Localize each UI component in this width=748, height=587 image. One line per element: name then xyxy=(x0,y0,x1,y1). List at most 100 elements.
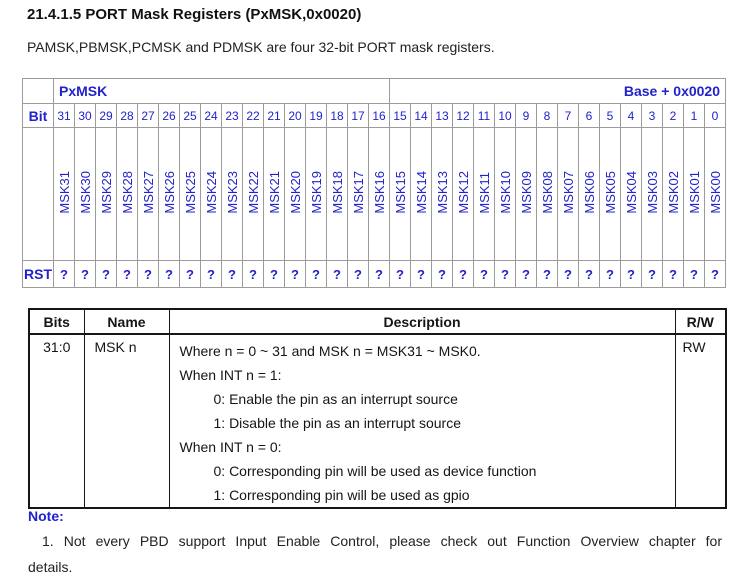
bit-number: 10 xyxy=(494,103,516,128)
bit-number: 17 xyxy=(347,103,369,128)
bit-number: 18 xyxy=(326,103,348,128)
register-base-address: Base + 0x0020 xyxy=(389,78,726,104)
reset-value: ? xyxy=(74,260,96,288)
field-name: MSK11 xyxy=(476,171,492,214)
reset-value: ? xyxy=(263,260,285,288)
field-name-cell: MSK25 xyxy=(179,127,201,261)
field-name-cell: MSK00 xyxy=(704,127,726,261)
bit-number: 26 xyxy=(158,103,180,128)
field-name-cell: MSK21 xyxy=(263,127,285,261)
bit-number: 8 xyxy=(536,103,558,128)
field-name: MSK04 xyxy=(623,171,639,214)
field-name: MSK28 xyxy=(119,171,135,214)
field-name: MSK20 xyxy=(287,171,303,214)
field-name: MSK17 xyxy=(350,171,366,214)
reset-value: ? xyxy=(620,260,642,288)
reset-value: ? xyxy=(515,260,537,288)
reset-value: ? xyxy=(389,260,411,288)
bit-number: 2 xyxy=(662,103,684,128)
bit-number: 16 xyxy=(368,103,390,128)
reset-value: ? xyxy=(368,260,390,288)
field-name-value: MSK n xyxy=(83,333,170,509)
bit-number: 15 xyxy=(389,103,411,128)
bit-number: 19 xyxy=(305,103,327,128)
table-row: 31:0 MSK n Where n = 0 ~ 31 and MSK n = … xyxy=(28,333,727,509)
bit-number: 0 xyxy=(704,103,726,128)
reset-value: ? xyxy=(305,260,327,288)
field-name: MSK06 xyxy=(581,171,597,214)
intro-text: PAMSK,PBMSK,PCMSK and PDMSK are four 32-… xyxy=(27,39,495,55)
bit-number: 12 xyxy=(452,103,474,128)
bit-number-row: Bit 31 30 29 28 27 26 25 24 23 22 21 20 19 18 17 16 15 14… xyxy=(22,103,726,128)
reset-value: ? xyxy=(473,260,495,288)
field-name: MSK23 xyxy=(224,171,240,214)
field-name: MSK12 xyxy=(455,171,471,214)
col-header-rw: R/W xyxy=(674,308,727,335)
bit-number: 21 xyxy=(263,103,285,128)
field-name-cell: MSK01 xyxy=(683,127,705,261)
bit-number: 29 xyxy=(95,103,117,128)
field-name-cell: MSK31 xyxy=(53,127,75,261)
field-name-cell: MSK10 xyxy=(494,127,516,261)
field-name-cell: MSK12 xyxy=(452,127,474,261)
bit-number: 23 xyxy=(221,103,243,128)
bit-number: 4 xyxy=(620,103,642,128)
field-name: MSK22 xyxy=(245,171,261,214)
field-name-cell: MSK13 xyxy=(431,127,453,261)
col-header-name: Name xyxy=(83,308,170,335)
reset-value: ? xyxy=(452,260,474,288)
field-name-cell: MSK03 xyxy=(641,127,663,261)
description-line: 1: Disable the pin as an interrupt sourc… xyxy=(213,415,461,431)
field-name-cell: MSK02 xyxy=(662,127,684,261)
note-label: Note: xyxy=(28,508,64,524)
reset-value: ? xyxy=(53,260,75,288)
bit-number: 25 xyxy=(179,103,201,128)
reset-value: ? xyxy=(179,260,201,288)
reset-value: ? xyxy=(599,260,621,288)
reset-value: ? xyxy=(536,260,558,288)
reset-value: ? xyxy=(431,260,453,288)
description-line: 0: Enable the pin as an interrupt source xyxy=(213,391,458,407)
reset-value: ? xyxy=(410,260,432,288)
field-name: MSK21 xyxy=(266,171,282,214)
reset-value: ? xyxy=(158,260,180,288)
reset-value: ? xyxy=(116,260,138,288)
field-name-cell: MSK15 xyxy=(389,127,411,261)
field-name: MSK03 xyxy=(644,171,660,214)
note-line: 1. Not every PBD support Input Enable Co… xyxy=(42,533,722,549)
field-name: MSK30 xyxy=(77,171,93,214)
field-name: MSK05 xyxy=(602,171,618,214)
reset-value: ? xyxy=(200,260,222,288)
field-name: MSK14 xyxy=(413,171,429,214)
rw-value: RW xyxy=(674,333,727,509)
reset-value: ? xyxy=(95,260,117,288)
reset-value: ? xyxy=(242,260,264,288)
field-name: MSK27 xyxy=(140,171,156,214)
bit-number: 27 xyxy=(137,103,159,128)
field-name: MSK15 xyxy=(392,171,408,214)
reset-value: ? xyxy=(284,260,306,288)
reset-value: ? xyxy=(326,260,348,288)
rst-row-label: RST xyxy=(22,260,54,288)
field-name-cell: MSK29 xyxy=(95,127,117,261)
col-header-description: Description xyxy=(168,308,676,335)
field-name-cell: MSK17 xyxy=(347,127,369,261)
field-name: MSK09 xyxy=(518,171,534,214)
field-name-cell: MSK28 xyxy=(116,127,138,261)
name-row-label xyxy=(22,127,54,261)
bit-row-label: Bit xyxy=(22,103,54,128)
description-header-row: Bits Name Description R/W xyxy=(28,308,727,335)
field-name-cell: MSK20 xyxy=(284,127,306,261)
description-line: Where n = 0 ~ 31 and MSK n = MSK31 ~ MSK… xyxy=(179,343,481,359)
field-name-cell: MSK19 xyxy=(305,127,327,261)
field-name: MSK01 xyxy=(686,171,702,214)
register-header-row: PxMSK Base + 0x0020 xyxy=(22,78,726,104)
reset-value: ? xyxy=(641,260,663,288)
corner-cell xyxy=(22,78,54,104)
field-name: MSK13 xyxy=(434,171,450,214)
reset-value: ? xyxy=(662,260,684,288)
field-name: MSK16 xyxy=(371,171,387,214)
field-name-cell: MSK16 xyxy=(368,127,390,261)
reset-value: ? xyxy=(221,260,243,288)
field-name-cell: MSK05 xyxy=(599,127,621,261)
